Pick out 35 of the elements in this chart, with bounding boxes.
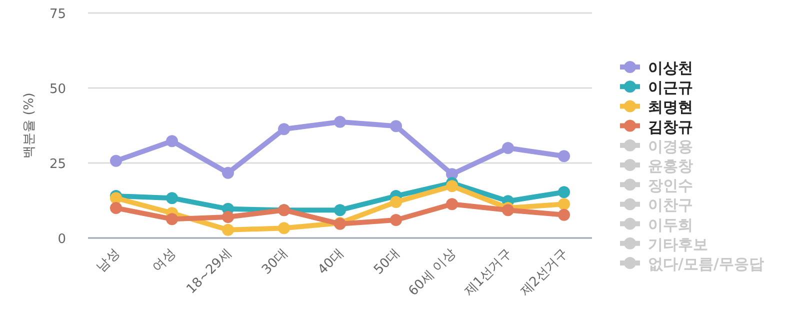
point	[222, 166, 234, 179]
y-tick-label: 50	[49, 82, 66, 97]
point	[558, 198, 570, 210]
point	[110, 154, 122, 167]
point	[166, 213, 178, 226]
point	[222, 211, 234, 223]
point	[390, 214, 402, 226]
y-tick-label: 0	[58, 232, 66, 247]
point	[558, 150, 570, 162]
legend-label: 이근규	[648, 78, 693, 97]
point	[278, 222, 290, 234]
legend-label: 최명현	[648, 98, 693, 116]
point	[166, 135, 178, 148]
point	[558, 208, 570, 221]
point	[390, 196, 402, 208]
point	[502, 204, 514, 216]
point	[222, 224, 234, 236]
point	[446, 180, 458, 192]
y-tick-label: 75	[49, 7, 66, 22]
x-tick-label: 여성	[150, 246, 179, 276]
y-axis-title: 백분율 (%)	[22, 92, 37, 158]
point	[110, 202, 122, 214]
legend-label: 이상천	[648, 59, 693, 77]
point	[166, 192, 178, 204]
point	[502, 142, 514, 154]
legend-label: 김창규	[648, 118, 693, 136]
y-tick-label: 25	[49, 157, 66, 172]
x-tick-label: 남성	[94, 246, 123, 276]
point	[446, 198, 458, 210]
point	[390, 120, 402, 132]
point	[558, 186, 570, 198]
point	[278, 123, 290, 136]
point	[334, 204, 346, 216]
point	[110, 192, 122, 204]
point	[334, 116, 346, 128]
